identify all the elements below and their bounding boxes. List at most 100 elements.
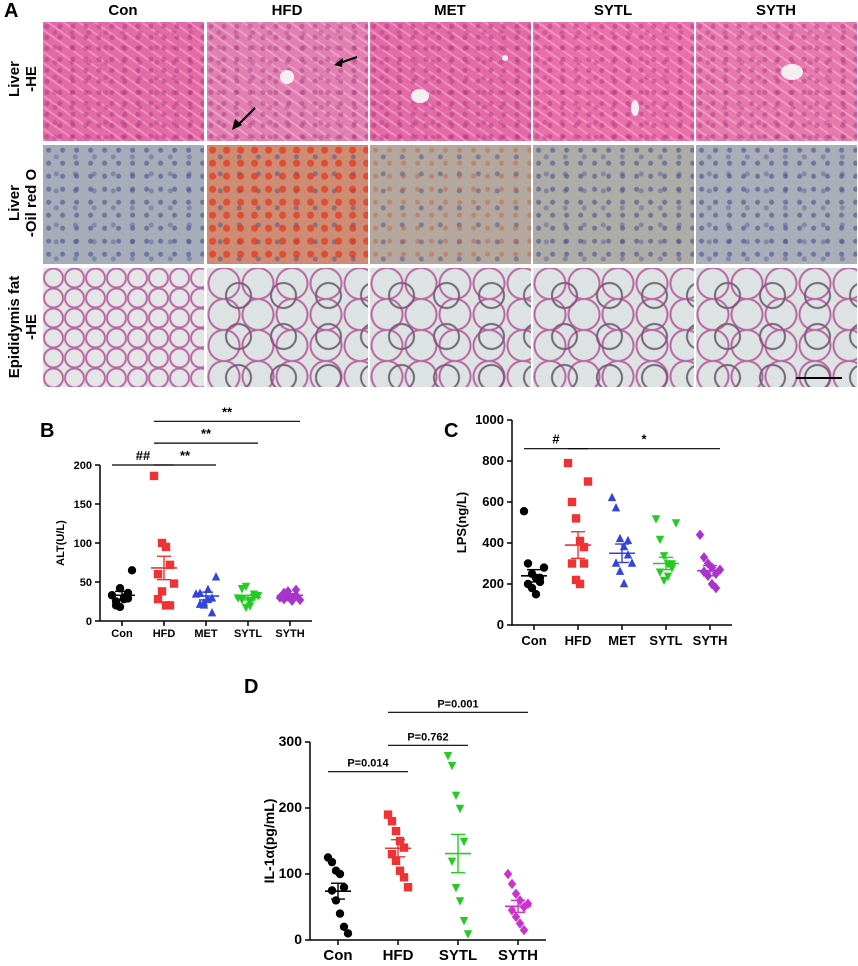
y-tick-label: 200 xyxy=(279,799,303,815)
micrograph-fat-he-hfd xyxy=(207,268,368,387)
data-point xyxy=(707,578,717,590)
data-point xyxy=(699,566,709,577)
significance-label: ** xyxy=(180,448,191,463)
micrograph-fat-he-met xyxy=(370,268,531,387)
micrograph-liver-he-con xyxy=(43,22,204,141)
data-point xyxy=(623,535,633,545)
data-point xyxy=(387,850,397,859)
data-point xyxy=(161,542,171,552)
group-label-con: Con xyxy=(108,2,138,19)
data-point xyxy=(571,514,581,523)
data-point xyxy=(165,601,175,610)
micrograph-fat-he-con xyxy=(43,268,204,387)
micrograph-liver-oil-met xyxy=(370,145,531,264)
x-tick-label: Con xyxy=(521,633,546,648)
chart-c-lps: 0 200 400 600 800 1000 Con HFD MET SYTL SYTH LPS(ng… xyxy=(454,412,732,648)
y-tick-label: 800 xyxy=(482,453,504,468)
data-point xyxy=(515,918,525,929)
significance-label: * xyxy=(641,432,647,447)
data-point xyxy=(169,579,179,588)
data-point xyxy=(575,579,585,589)
x-tick-label: SYTH xyxy=(498,947,538,964)
data-point xyxy=(519,924,529,936)
y-tick-label: 400 xyxy=(482,535,504,550)
data-point xyxy=(399,873,409,882)
row-label-epididymis-fat: Epididymis fat -HE xyxy=(6,275,40,379)
data-point xyxy=(623,550,633,559)
micrograph-liver-oil-sytl xyxy=(533,145,694,264)
data-point xyxy=(447,761,457,771)
y-tick-label: 200 xyxy=(482,576,504,591)
significance-label: # xyxy=(552,432,560,447)
data-point xyxy=(115,584,125,593)
y-tick-label: 1000 xyxy=(475,412,504,427)
micrograph-liver-oil-con xyxy=(43,145,204,264)
data-point xyxy=(567,559,577,568)
x-tick-label: SYTL xyxy=(234,628,262,640)
data-point xyxy=(211,572,221,581)
x-tick-label: MET xyxy=(608,633,636,648)
data-point xyxy=(207,608,217,617)
data-point xyxy=(619,578,629,588)
data-point xyxy=(447,857,457,866)
micrograph-liver-he-syth xyxy=(696,22,857,141)
y-tick-label: 200 xyxy=(74,460,92,472)
group-label-met: MET xyxy=(434,2,466,19)
significance-label: P=0.014 xyxy=(347,758,389,770)
data-point xyxy=(295,594,305,606)
data-point xyxy=(459,837,469,847)
y-tick-label: 100 xyxy=(74,538,92,550)
data-point xyxy=(383,810,393,819)
data-point xyxy=(443,752,453,761)
data-point xyxy=(579,542,589,552)
data-point xyxy=(615,566,625,575)
data-point xyxy=(615,533,625,543)
data-point xyxy=(327,857,337,867)
data-point xyxy=(395,866,405,875)
x-tick-label: SYTH xyxy=(693,633,728,648)
y-tick-label: 0 xyxy=(294,931,302,947)
data-point xyxy=(523,559,533,568)
data-point xyxy=(527,583,537,593)
data-point xyxy=(567,497,577,507)
y-axis-label: IL-1α(pg/mL) xyxy=(261,799,277,884)
significance-label: ## xyxy=(136,448,151,463)
data-point xyxy=(511,911,521,923)
data-point xyxy=(651,515,661,524)
data-point xyxy=(343,929,353,938)
data-point xyxy=(199,600,209,609)
data-point xyxy=(241,603,251,613)
data-point xyxy=(535,573,545,583)
y-tick-label: 0 xyxy=(86,616,92,628)
data-point xyxy=(395,836,405,846)
x-tick-label: HFD xyxy=(153,628,176,640)
x-tick-label: SYTL xyxy=(439,947,477,964)
data-point xyxy=(659,576,669,586)
significance-label: ** xyxy=(222,404,233,419)
y-axis-label: LPS(ng/L) xyxy=(454,492,469,553)
x-tick-label: SYTH xyxy=(275,628,304,640)
data-point xyxy=(583,477,593,486)
data-point xyxy=(153,570,163,579)
x-tick-label: SYTL xyxy=(649,633,682,648)
data-point xyxy=(451,884,461,893)
x-tick-label: Con xyxy=(111,628,133,640)
data-point xyxy=(539,563,549,572)
panel-a-letter: A xyxy=(4,0,19,22)
data-point xyxy=(241,582,251,592)
data-point xyxy=(331,896,341,905)
x-tick-label: HFD xyxy=(565,633,592,648)
micrograph-fat-he-sytl xyxy=(533,268,694,387)
data-point xyxy=(711,568,721,579)
data-point xyxy=(655,568,665,577)
panel-b-letter: B xyxy=(40,420,55,442)
data-point xyxy=(531,590,541,599)
data-point xyxy=(663,572,673,581)
chart-b-alt: 0 50 100 150 200 Con HFD MET SYTL SYTH ALT(U/L) ## *… xyxy=(55,404,312,640)
data-point xyxy=(253,592,263,601)
data-point xyxy=(659,552,669,561)
data-point xyxy=(579,559,589,568)
x-tick-label: HFD xyxy=(383,947,414,964)
group-label-sytl: SYTL xyxy=(593,2,633,19)
data-point xyxy=(655,535,665,545)
